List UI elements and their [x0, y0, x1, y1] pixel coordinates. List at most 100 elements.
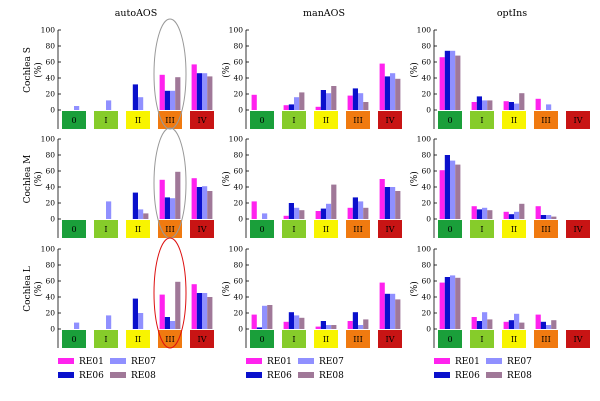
bar-RE08-III — [551, 320, 557, 329]
grade-label: IV — [574, 116, 583, 125]
y-tick-label: 100 — [41, 26, 56, 35]
bar-RE08-IV — [207, 191, 213, 219]
bar-RE06-IV — [196, 187, 202, 219]
bar-RE07-0 — [450, 50, 456, 110]
grade-box-III — [534, 111, 558, 129]
grade-box-0 — [250, 220, 274, 238]
bar-RE07-I — [106, 315, 112, 329]
y-tick-label: 80 — [45, 261, 55, 270]
bar-RE01-I — [471, 206, 477, 219]
grade-box-II — [314, 220, 338, 238]
grade-box-IV — [190, 220, 214, 238]
y-tick-label: 60 — [421, 167, 431, 176]
grade-label: III — [165, 116, 174, 125]
grade-box-III — [346, 111, 370, 129]
grade-box-I — [94, 220, 118, 238]
grade-label: I — [292, 335, 295, 344]
legend-swatch-RE01 — [434, 358, 450, 364]
grade-box-I — [282, 220, 306, 238]
grade-label: III — [541, 116, 550, 125]
y-tick-label: 80 — [45, 151, 55, 160]
bar-RE07-IV — [390, 187, 396, 219]
grade-box-II — [502, 111, 526, 129]
bar-RE08-IV — [207, 297, 213, 329]
grade-label: I — [292, 116, 295, 125]
bar-RE06-III — [352, 197, 358, 219]
bar-RE01-I — [283, 321, 289, 329]
bar-RE08-III — [175, 171, 181, 219]
bar-RE07-I — [106, 100, 112, 110]
bar-RE07-I — [482, 207, 488, 219]
y-tick-label: 20 — [421, 90, 431, 99]
bar-RE01-III — [159, 74, 165, 110]
y-tick-label: 80 — [421, 261, 431, 270]
bar-RE08-II — [519, 93, 525, 110]
grade-box-IV — [566, 330, 590, 348]
grade-box-0 — [438, 111, 462, 129]
bar-RE08-I — [299, 92, 305, 110]
grade-label: 0 — [71, 116, 76, 125]
grade-label: 0 — [259, 225, 264, 234]
grade-label: II — [135, 335, 141, 344]
bar-RE08-0 — [267, 305, 273, 329]
y-axis-label: Cochlea M(%) — [23, 155, 44, 204]
grade-box-I — [470, 111, 494, 129]
bar-RE06-IV — [196, 293, 202, 329]
grade-box-0 — [62, 111, 86, 129]
y-tick-label: 0 — [426, 215, 431, 224]
bar-RE01-II — [503, 321, 509, 329]
bar-RE06-II — [320, 90, 326, 110]
grade-label: IV — [198, 335, 207, 344]
bar-RE08-I — [299, 317, 305, 329]
bar-RE07-II — [138, 97, 144, 110]
grade-box-II — [126, 330, 150, 348]
bar-RE01-0 — [251, 314, 257, 329]
grade-label: III — [353, 335, 362, 344]
bar-RE07-IV — [202, 73, 208, 110]
y-tick-label: 20 — [45, 90, 55, 99]
grade-box-I — [94, 330, 118, 348]
bar-RE01-IV — [191, 284, 197, 329]
grade-label: II — [323, 116, 329, 125]
grade-box-IV — [378, 220, 402, 238]
bar-RE06-I — [288, 203, 294, 219]
bar-RE01-III — [159, 294, 165, 329]
bar-RE08-IV — [395, 191, 401, 219]
bar-RE07-II — [514, 313, 520, 329]
grade-box-I — [282, 330, 306, 348]
y-tick-label: 60 — [45, 277, 55, 286]
grade-label: I — [104, 335, 107, 344]
y-tick-label: 40 — [233, 183, 243, 192]
grade-label: I — [104, 116, 107, 125]
y-axis-label: Cochlea L(%) — [23, 266, 44, 312]
y-tick-label: 20 — [233, 90, 243, 99]
grade-label: 0 — [447, 335, 452, 344]
bar-RE07-III — [358, 325, 364, 329]
y-tick-label: 60 — [233, 58, 243, 67]
bar-RE08-IV — [395, 78, 401, 110]
grade-box-III — [534, 330, 558, 348]
bar-RE07-II — [138, 313, 144, 329]
legend-label-RE06: RE06 — [267, 371, 292, 381]
legend-swatch-RE08 — [110, 372, 126, 378]
grade-label: 0 — [71, 225, 76, 234]
bar-RE06-I — [476, 96, 482, 110]
bar-RE01-0 — [251, 94, 257, 110]
bar-RE07-I — [294, 97, 300, 110]
bar-RE08-III — [363, 319, 369, 329]
grade-box-0 — [250, 330, 274, 348]
grade-label: IV — [198, 116, 207, 125]
bar-RE06-IV — [384, 76, 390, 110]
bar-RE07-II — [326, 203, 332, 219]
bar-RE08-0 — [455, 277, 461, 329]
bar-RE06-III — [352, 312, 358, 329]
grade-box-II — [314, 111, 338, 129]
grade-box-0 — [438, 220, 462, 238]
grade-label: 0 — [447, 225, 452, 234]
bar-RE01-I — [471, 102, 477, 110]
y-axis-label: (%) — [409, 62, 420, 78]
bar-RE07-0 — [74, 322, 80, 329]
grade-label: III — [541, 335, 550, 344]
